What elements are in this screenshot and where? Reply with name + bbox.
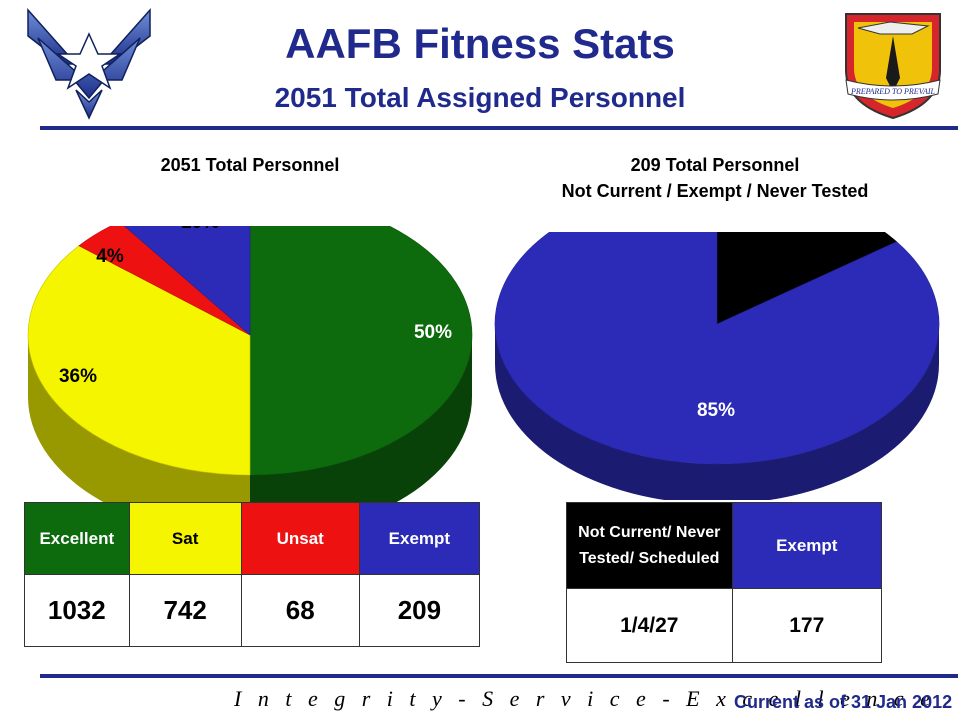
header-exempt-right: Exempt: [731, 502, 883, 589]
left-pie-slice-0: [249, 226, 473, 476]
right-pie-chart: 15% 85%: [494, 232, 940, 500]
value-excellent: 1032: [24, 574, 130, 647]
right-table-value-row: 1/4/27 177: [566, 588, 883, 663]
left-chart-title: 2051 Total Personnel: [40, 152, 460, 178]
value-exempt-right: 177: [731, 588, 883, 663]
page-title: AAFB Fitness Stats: [285, 20, 675, 67]
left-table-value-row: 1032 742 68 209: [24, 574, 481, 647]
left-stats-table: Excellent Sat Unsat Exempt 1032 742 68 2…: [24, 502, 481, 647]
left-pie-slice-2: [78, 226, 251, 336]
header-sat: Sat: [128, 502, 242, 575]
left-pie-label-3: 10%: [181, 226, 219, 233]
value-not-current: 1/4/27: [566, 588, 733, 663]
right-stats-table: Not Current/ Never Tested/ Scheduled Exe…: [566, 502, 883, 663]
header-not-current: Not Current/ Never Tested/ Scheduled: [566, 502, 733, 589]
left-pie-chart: 50% 36% 4% 10%: [27, 226, 473, 506]
bottom-divider: [40, 674, 958, 678]
left-pie-side-1: [28, 335, 250, 506]
value-unsat: 68: [240, 574, 360, 647]
left-pie-label-1: 36%: [59, 366, 97, 387]
right-pie-label-1: 85%: [697, 400, 735, 421]
left-pie-side-0: [250, 335, 472, 506]
header-excellent: Excellent: [24, 502, 130, 575]
header-exempt: Exempt: [358, 502, 481, 575]
air-force-symbol-logo: [27, 8, 151, 120]
motto-text: I n t e g r i t y - S e r v i c e - E x …: [234, 686, 936, 711]
page-subtitle: 2051 Total Assigned Personnel: [274, 82, 686, 113]
current-as-of-text: Current as of 31 Jan 2012: [734, 692, 953, 712]
left-pie-slice-1: [27, 245, 251, 476]
right-pie-slice-1: [494, 232, 940, 465]
left-chart-title-text: 2051 Total Personnel: [160, 155, 340, 175]
left-pie-slice-3: [123, 226, 251, 336]
right-pie-label-0: 15%: [749, 232, 787, 245]
value-exempt: 209: [358, 574, 481, 647]
top-divider: [40, 126, 958, 130]
right-chart-title-line2: Not Current / Exempt / Never Tested: [561, 181, 869, 201]
right-pie-slice-0: [716, 232, 898, 325]
right-pie-side-1: [495, 324, 939, 500]
header-unsat: Unsat: [240, 502, 360, 575]
svg-text:PREPARED TO PREVAIL: PREPARED TO PREVAIL: [850, 87, 936, 96]
right-table-header-row: Not Current/ Never Tested/ Scheduled Exe…: [566, 502, 883, 589]
right-chart-title-line1: 209 Total Personnel: [630, 155, 800, 175]
value-sat: 742: [128, 574, 242, 647]
right-chart-title: 209 Total Personnel Not Current / Exempt…: [480, 152, 950, 204]
left-pie-label-0: 50%: [414, 322, 452, 343]
left-pie-label-2: 4%: [96, 246, 124, 267]
wing-shield-emblem-logo: PREPARED TO PREVAIL: [845, 13, 941, 120]
left-table-header-row: Excellent Sat Unsat Exempt: [24, 502, 481, 575]
